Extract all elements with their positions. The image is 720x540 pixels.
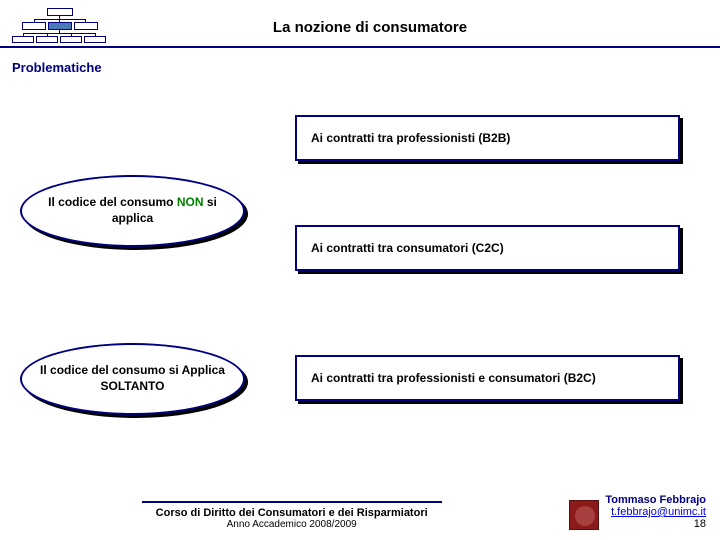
- ellipse-non-applica: Il codice del consumo NON si applica: [20, 175, 245, 247]
- slide-header: La nozione di consumatore: [0, 0, 720, 48]
- ellipse-text-pre: Il codice del consumo: [48, 195, 177, 209]
- footer-center: Corso di Diritto dei Consumatori e dei R…: [14, 501, 569, 530]
- rect-text: Ai contratti tra professionisti (B2B): [311, 131, 510, 145]
- ellipse-applica-soltanto: Il codice del consumo si Applica SOLTANT…: [20, 343, 245, 415]
- rect-c2c: Ai contratti tra consumatori (C2C): [295, 225, 680, 271]
- university-logo-icon: [569, 500, 599, 530]
- rect-text: Ai contratti tra consumatori (C2C): [311, 241, 504, 255]
- rect-text: Ai contratti tra professionisti e consum…: [311, 371, 596, 385]
- section-label: Problematiche: [12, 60, 720, 75]
- footer-year: Anno Accademico 2008/2009: [14, 519, 569, 530]
- footer-course: Corso di Diritto dei Consumatori e dei R…: [14, 507, 569, 519]
- ellipse-text: Il codice del consumo si Applica SOLTANT…: [40, 363, 225, 394]
- slide-footer: Corso di Diritto dei Consumatori e dei R…: [0, 494, 720, 530]
- rect-b2c: Ai contratti tra professionisti e consum…: [295, 355, 680, 401]
- rect-b2b: Ai contratti tra professionisti (B2B): [295, 115, 680, 161]
- ellipse-emph: NON: [177, 195, 204, 209]
- orgchart-icon: [10, 8, 110, 46]
- page-title: La nozione di consumatore: [110, 19, 710, 36]
- page-number: 18: [605, 518, 706, 530]
- footer-rule: [142, 501, 442, 503]
- footer-right: Tommaso Febbrajo t.febbrajo@unimc.it 18: [569, 494, 706, 530]
- author-email-link[interactable]: t.febbrajo@unimc.it: [611, 506, 706, 518]
- author-name: Tommaso Febbrajo: [605, 494, 706, 506]
